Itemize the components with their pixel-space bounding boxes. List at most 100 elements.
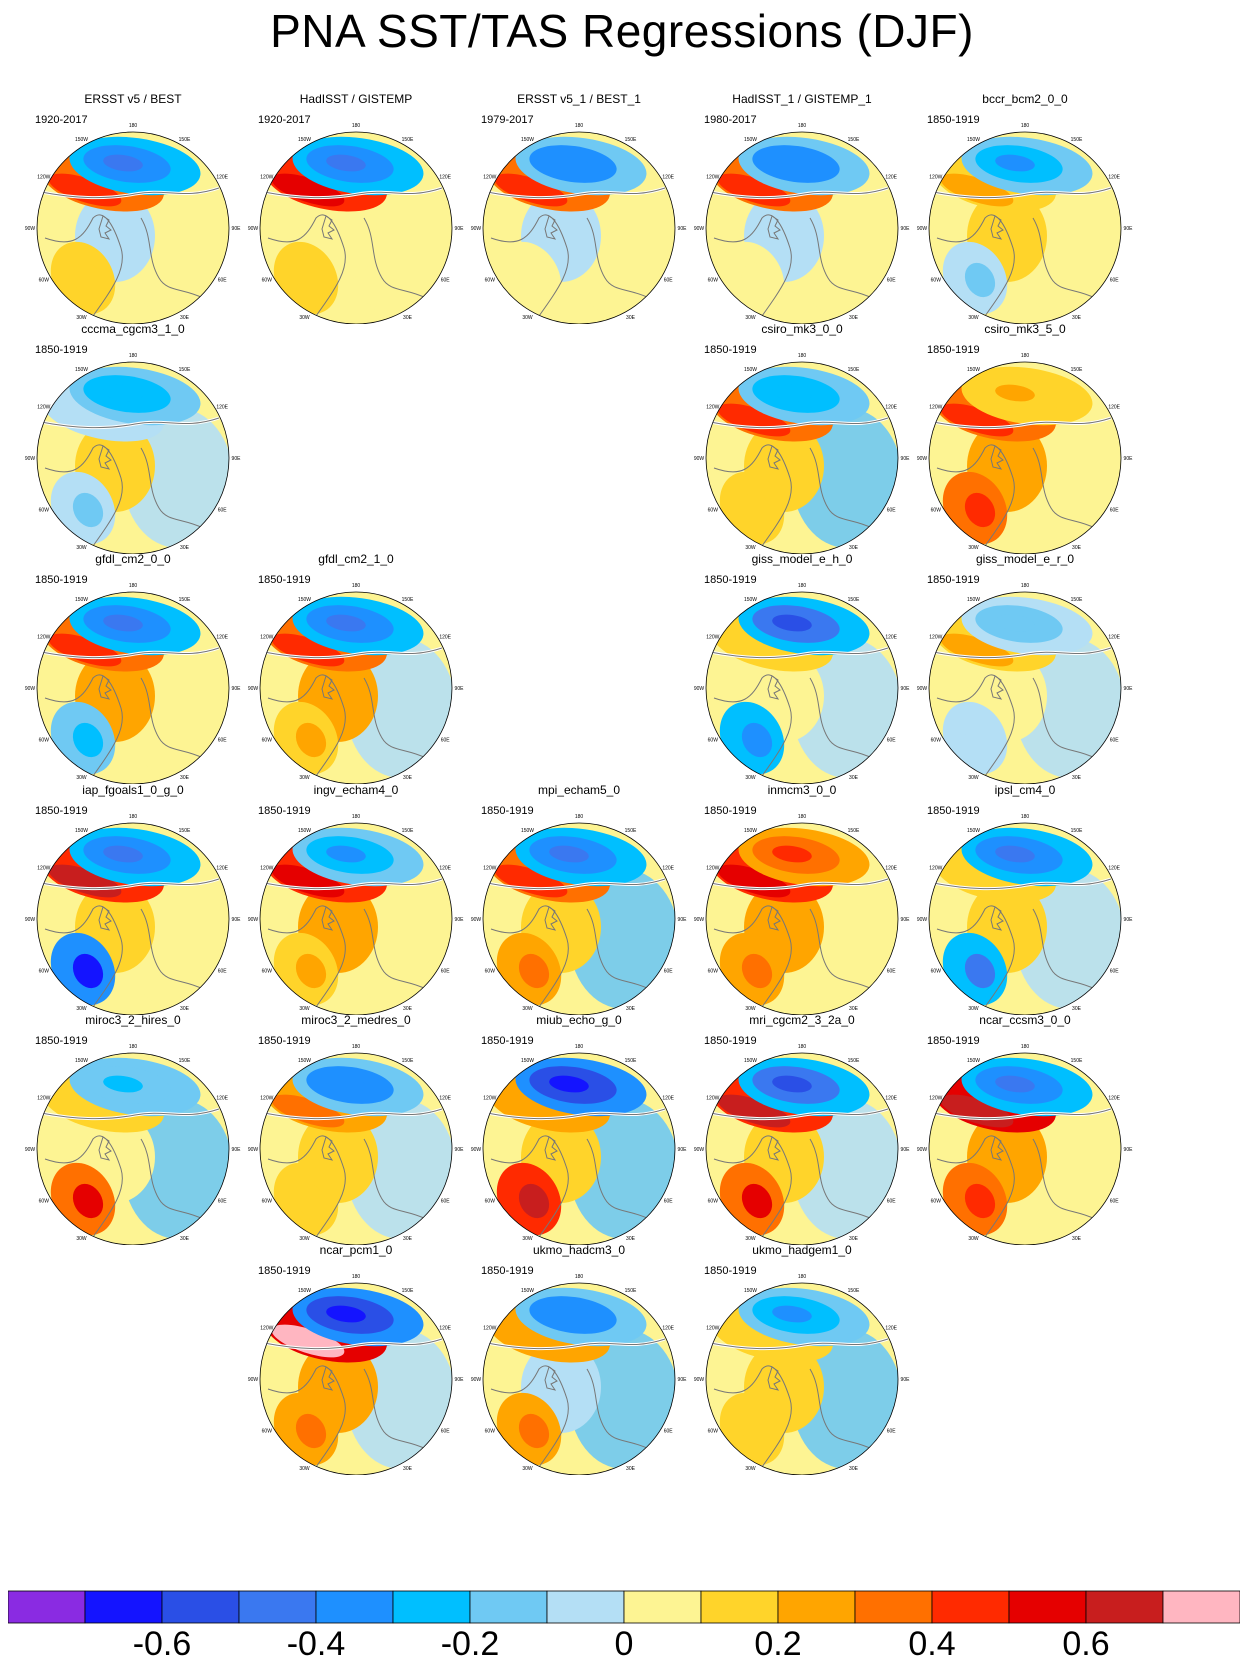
- lon-label: 90E: [232, 686, 242, 692]
- lon-label: 150E: [402, 597, 414, 603]
- coastline-archipelago: [98, 906, 112, 931]
- coastline-archipelago: [321, 215, 335, 240]
- lon-label: 60E: [887, 1199, 897, 1205]
- map-boundary: [705, 591, 899, 784]
- colorbar-swatch: [469, 1590, 548, 1624]
- lon-label: 120W: [37, 175, 50, 181]
- lon-label: 90W: [917, 686, 928, 692]
- polar-map: 180150E120E90E60E30E030W60W90W120W150W: [25, 353, 241, 554]
- atlantic-core: [518, 1183, 550, 1219]
- atlantic-core: [295, 262, 327, 298]
- lon-label: 30E: [403, 1466, 413, 1472]
- colorbar-tick-label: 0.4: [908, 1625, 955, 1659]
- map-boundary: [36, 1052, 230, 1245]
- coastline-pacific: [40, 878, 220, 890]
- eurasia-anomaly: [569, 1329, 675, 1469]
- panel-period: 1850-1919: [704, 1035, 757, 1047]
- lon-label: 180: [798, 583, 807, 589]
- lon-label: 60W: [39, 738, 50, 744]
- atlantic-core: [964, 953, 996, 989]
- north-pacific-center: [995, 384, 1035, 402]
- colorbar-tick-label: -0.4: [287, 1625, 346, 1659]
- lon-label: 60W: [931, 508, 942, 514]
- lon-label: 150E: [848, 1058, 860, 1064]
- lon-label: 60E: [441, 738, 451, 744]
- map-panel: miroc3_2_medres_0180150E120E90E60E30E030…: [246, 1013, 466, 1245]
- panel-period: 1850-1919: [704, 344, 757, 356]
- lon-label: 120E: [1108, 866, 1120, 872]
- panel-title: ingv_echam4_0: [313, 783, 399, 797]
- coastline-america: [490, 905, 569, 1008]
- lon-label: 90W: [248, 686, 259, 692]
- coastline-eurasia: [586, 1138, 650, 1220]
- coastline-america: [267, 1135, 346, 1238]
- lon-label: 30E: [180, 545, 190, 551]
- panel-title: ERSST v5 / BEST: [84, 92, 182, 106]
- coastline-pacific: [932, 878, 1112, 890]
- coastline-pacific: [486, 187, 666, 199]
- colorbar-swatch: [84, 1590, 163, 1624]
- lon-label: 120E: [885, 635, 897, 641]
- map-panel: ERSST v5 / BEST180150E120E90E60E30E030W6…: [23, 92, 243, 324]
- lon-label: 90W: [694, 917, 705, 923]
- lon-label: 60W: [931, 1199, 942, 1205]
- lon-label: 90W: [25, 226, 36, 232]
- atlantic-core: [741, 492, 773, 528]
- coastline-eurasia: [363, 1138, 427, 1220]
- colorbar-swatch: [777, 1590, 856, 1624]
- map-boundary: [482, 822, 676, 1015]
- polar-map: 180150E120E90E60E30E030W60W90W120W150W: [917, 353, 1133, 554]
- polar-map: 180150E120E90E60E30E030W60W90W120W150W: [25, 814, 241, 1015]
- lon-label: 90E: [455, 917, 465, 923]
- coastline-pacific: [932, 187, 1112, 199]
- coastline-pacific: [263, 878, 443, 890]
- lon-label: 60W: [708, 1429, 719, 1435]
- lon-label: 60E: [664, 278, 674, 284]
- polar-map: 180150E120E90E60E30E030W60W90W120W150W: [248, 1044, 464, 1245]
- lon-label: 90E: [678, 1147, 688, 1153]
- map-boundary: [259, 591, 453, 784]
- panel-title: miroc3_2_hires_0: [85, 1013, 181, 1027]
- colorbar-swatch: [1085, 1590, 1164, 1624]
- lon-label: 30E: [403, 1006, 413, 1012]
- coastline-pacific: [486, 1108, 666, 1120]
- lon-label: 90E: [1124, 686, 1134, 692]
- lon-label: 30W: [299, 775, 310, 781]
- eurasia-anomaly: [1015, 638, 1121, 778]
- north-pacific-center: [549, 154, 589, 172]
- lon-label: 120E: [439, 175, 451, 181]
- eurasia-anomaly: [123, 869, 229, 1009]
- lon-label: 30E: [626, 1466, 636, 1472]
- lon-label: 60E: [441, 278, 451, 284]
- lon-label: 120E: [1108, 405, 1120, 411]
- eurasia-anomaly: [123, 408, 229, 548]
- north-pacific-center: [772, 845, 812, 863]
- panel-period: 1850-1919: [35, 574, 88, 586]
- lon-label: 120W: [483, 175, 496, 181]
- map-boundary: [928, 1052, 1122, 1245]
- lon-label: 90W: [25, 456, 36, 462]
- panel-title: ncar_ccsm3_0_0: [979, 1013, 1071, 1027]
- colorbar-swatch: [161, 1590, 240, 1624]
- coastline-archipelago: [767, 215, 781, 240]
- coastline-archipelago: [990, 675, 1004, 700]
- panel-period: 1850-1919: [704, 1265, 757, 1277]
- lon-label: 180: [352, 1044, 361, 1050]
- lon-label: 60W: [262, 1429, 273, 1435]
- lon-label: 30W: [745, 1006, 756, 1012]
- lon-label: 30E: [849, 545, 859, 551]
- coastline-pacific: [709, 417, 889, 429]
- lon-label: 90W: [694, 1377, 705, 1383]
- lon-label: 90W: [694, 456, 705, 462]
- north-pacific-center: [772, 384, 812, 402]
- coastline-pacific: [40, 647, 220, 659]
- lon-label: 30W: [76, 775, 87, 781]
- coastline-america: [267, 905, 346, 1008]
- lon-label: 60E: [887, 278, 897, 284]
- north-pacific-center: [995, 845, 1035, 863]
- atlantic-core: [518, 1413, 550, 1449]
- lon-label: 60W: [708, 969, 719, 975]
- lon-label: 120E: [439, 1326, 451, 1332]
- coastline-pacific: [932, 417, 1112, 429]
- eurasia-anomaly: [346, 178, 452, 318]
